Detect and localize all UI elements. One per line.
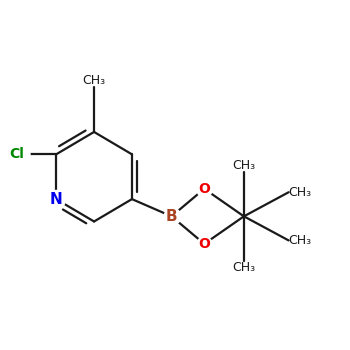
Text: O: O [198,182,210,196]
Text: CH₃: CH₃ [232,159,256,172]
Text: CH₃: CH₃ [289,234,312,247]
Text: CH₃: CH₃ [232,261,256,274]
Text: CH₃: CH₃ [83,74,106,87]
Text: N: N [50,191,63,206]
Text: CH₃: CH₃ [289,186,312,199]
Text: O: O [198,237,210,251]
Text: Cl: Cl [9,147,24,161]
Text: B: B [166,209,177,224]
